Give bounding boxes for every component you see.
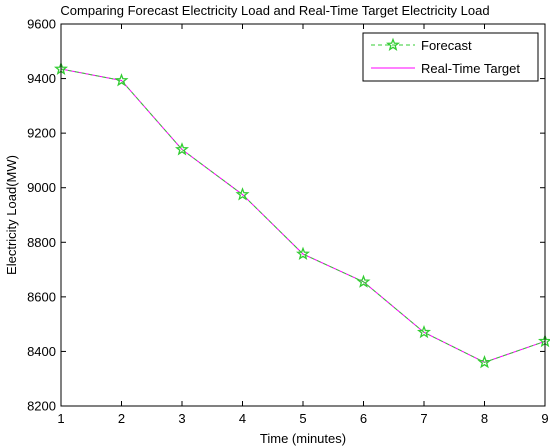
chart-title: Comparing Forecast Electricity Load and … (60, 3, 489, 18)
x-tick-label: 1 (57, 411, 64, 426)
legend-label-real-time-target: Real-Time Target (421, 61, 520, 76)
x-tick-label: 8 (481, 411, 488, 426)
plot-frame (60, 23, 546, 407)
legend: Forecast Real-Time Target (362, 32, 539, 82)
y-tick-label: 9600 (27, 17, 56, 32)
data-point-forecast (235, 187, 250, 201)
series-line-forecast (60, 68, 546, 363)
y-tick-label: 8400 (27, 344, 56, 359)
series-layer (54, 61, 550, 369)
y-axis-ticks: 8200 8400 8600 8800 9000 9200 9400 9600 (27, 17, 545, 414)
data-point-forecast (114, 73, 129, 87)
y-tick-label: 8800 (27, 235, 56, 250)
y-tick-label: 9400 (27, 71, 56, 86)
x-tick-label: 2 (118, 411, 125, 426)
y-tick-label: 9000 (27, 180, 56, 195)
x-tick-label: 6 (360, 411, 367, 426)
data-point-forecast (477, 354, 492, 369)
data-point-forecast (417, 324, 431, 339)
y-tick-label: 8600 (27, 289, 56, 304)
x-tick-label: 7 (420, 411, 427, 426)
legend-label-forecast: Forecast (421, 38, 472, 53)
y-axis-label: Electricity Load(MW) (4, 155, 19, 275)
x-tick-label: 5 (299, 411, 306, 426)
x-tick-label: 3 (178, 411, 185, 426)
data-point-forecast (296, 246, 310, 260)
x-tick-label: 4 (239, 411, 246, 426)
y-tick-label: 9200 (27, 126, 56, 141)
data-point-forecast (356, 274, 371, 288)
x-axis-label: Time (minutes) (260, 431, 346, 446)
x-tick-label: 9 (541, 411, 548, 426)
y-tick-label: 8200 (27, 399, 56, 414)
x-axis-ticks: 1 2 3 4 5 6 7 8 9 (57, 24, 549, 426)
plot-background (61, 24, 545, 406)
legend-marker-forecast (386, 37, 400, 51)
data-point-forecast (175, 142, 189, 156)
